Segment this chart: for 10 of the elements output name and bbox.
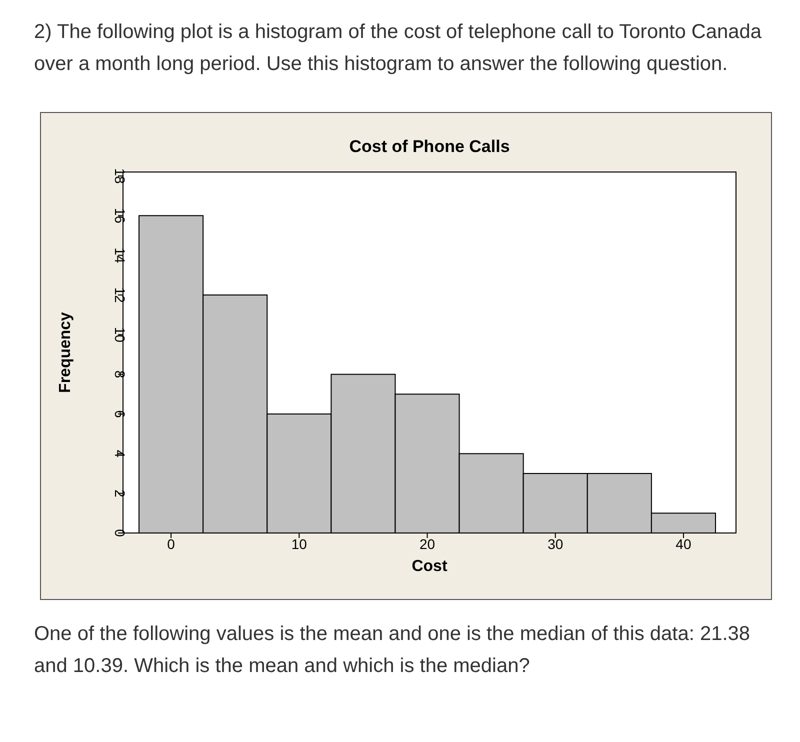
- x-tick-label: 20: [419, 536, 436, 552]
- chart-title: Cost of Phone Calls: [349, 137, 510, 156]
- x-axis-title: Cost: [412, 558, 448, 575]
- x-tick-label: 40: [676, 536, 692, 552]
- text: One of the following values is the mean and one is the median of this data: 21.38 and 10.39. Which is the mean and which is the median?: [34, 622, 752, 679]
- y-axis-title: Frequency: [57, 312, 74, 393]
- x-tick-label: 30: [548, 536, 564, 552]
- text: 2) The following plot is a histogram of the cost of telephone call to Toronto Canada over a month long period. Use this histogram to answer the following question.: [34, 20, 762, 77]
- x-tick-label: 0: [167, 536, 176, 552]
- x-tick-label: 10: [291, 536, 308, 552]
